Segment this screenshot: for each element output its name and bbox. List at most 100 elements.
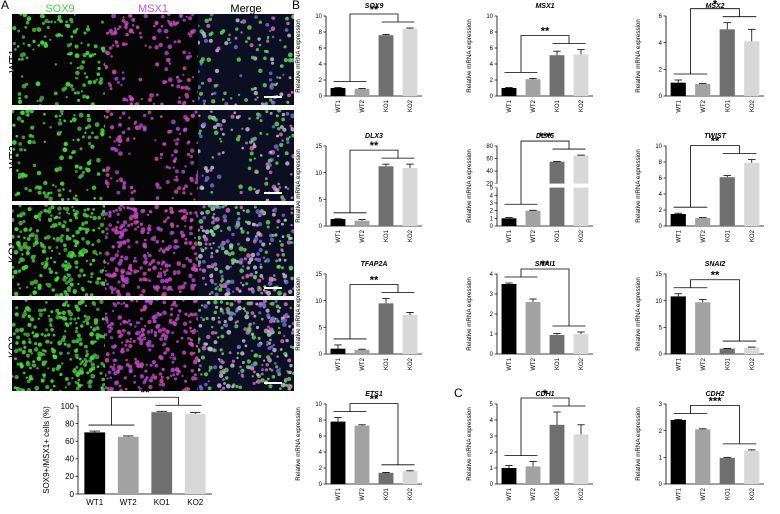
bar-ko2 bbox=[744, 162, 760, 226]
significance-label: *** bbox=[539, 131, 553, 143]
x-tick-label: KO2 bbox=[579, 357, 585, 370]
significance-label: *** bbox=[709, 395, 723, 407]
bar-ko1 bbox=[719, 348, 735, 354]
y-tick-label: 20 bbox=[486, 182, 493, 188]
chart-title: DLX3 bbox=[365, 133, 383, 140]
chart-title: MSX1 bbox=[535, 3, 554, 10]
y-tick-label: 6 bbox=[659, 14, 663, 20]
bar-wt2 bbox=[695, 84, 711, 96]
bar-wt1 bbox=[501, 218, 517, 226]
y-tick-label: 3 bbox=[659, 402, 663, 408]
y-tick-label: 0 bbox=[490, 352, 494, 358]
bar-ko1 bbox=[719, 457, 735, 484]
x-tick-label: KO1 bbox=[555, 229, 561, 242]
significance-bracket bbox=[690, 405, 740, 444]
micrograph-ko1-msx1 bbox=[105, 205, 201, 296]
x-tick-label: WT1 bbox=[676, 99, 682, 112]
y-tick-label: 60 bbox=[486, 157, 493, 163]
micrograph-wt2-sox9 bbox=[12, 110, 108, 201]
bar-wt1 bbox=[84, 432, 106, 494]
chart-tfap2a: TFAP2A 0 5 10 15 Relative mRNA expression WT1 W… bbox=[295, 261, 422, 371]
y-tick-label: 8 bbox=[659, 160, 663, 166]
micrograph-ko2-msx1 bbox=[105, 300, 201, 391]
significance-bracket bbox=[520, 35, 570, 73]
x-tick-label: KO2 bbox=[750, 229, 756, 242]
x-tick-label: WT2 bbox=[701, 229, 707, 242]
row-label-wt1: WT1 bbox=[2, 49, 20, 72]
y-tick-label: 15 bbox=[315, 144, 322, 150]
y-tick-label: 40 bbox=[65, 455, 74, 464]
scale-bar bbox=[264, 287, 282, 289]
significance-bracket bbox=[690, 279, 740, 342]
significance-label: ** bbox=[370, 394, 379, 406]
bar-ko2 bbox=[744, 41, 760, 96]
y-tick-label: 60 bbox=[65, 437, 74, 446]
y-tick-label: 1 bbox=[490, 332, 494, 338]
bar-ko1 bbox=[151, 412, 173, 494]
bar-wt1 bbox=[330, 348, 346, 354]
micrograph-wt1-merge bbox=[198, 14, 294, 105]
y-tick-label: 80 bbox=[65, 419, 74, 428]
bar-wt2 bbox=[695, 429, 711, 484]
bar-wt2 bbox=[354, 425, 370, 484]
y-tick-label: 4 bbox=[490, 62, 494, 68]
scale-bar bbox=[264, 192, 282, 194]
y-tick-label: 4 bbox=[319, 62, 323, 68]
y-tick-label: 5 bbox=[659, 325, 663, 331]
bar-wt2 bbox=[695, 218, 711, 226]
chart-title: CDH2 bbox=[705, 391, 724, 398]
bar-ko2 bbox=[573, 334, 589, 354]
chart-snai2: SNAI2 0 5 10 15 Relative mRNA expression WT1 WT… bbox=[635, 261, 764, 371]
y-tick-label: 4 bbox=[319, 450, 323, 456]
y-tick-label: 4 bbox=[490, 418, 494, 424]
bar-ko1 bbox=[719, 177, 735, 226]
bar-ko2 bbox=[573, 54, 589, 96]
x-tick-label: WT1 bbox=[676, 357, 682, 370]
chart-msx1: MSX1 0 2 4 6 8 10 Relative mRNA expression WT1 WT… bbox=[466, 3, 593, 113]
y-tick-label: 10 bbox=[315, 14, 322, 20]
bar-ko1 bbox=[549, 55, 565, 96]
bar-wt1 bbox=[501, 284, 517, 354]
x-tick-label: WT2 bbox=[701, 357, 707, 370]
y-tick-label: 8 bbox=[490, 30, 494, 36]
x-tick-label: KO2 bbox=[579, 229, 585, 242]
y-tick-label: 8 bbox=[319, 418, 323, 424]
bar-wt1 bbox=[670, 214, 686, 226]
micrograph-ko1-merge bbox=[198, 205, 294, 296]
y-tick-label: 2 bbox=[319, 78, 323, 84]
x-tick-label: WT2 bbox=[360, 487, 366, 500]
y-tick-label: 15 bbox=[655, 272, 662, 278]
y-axis-label: Relative mRNA expression bbox=[635, 19, 642, 93]
x-tick-label: KO1 bbox=[384, 487, 390, 500]
chart-cdh1: CDH1 0 1 2 3 4 5 Relative mRNA expression WT1 WT2… bbox=[466, 388, 593, 501]
x-tick-label: KO1 bbox=[725, 487, 731, 500]
x-tick-label: KO2 bbox=[408, 357, 414, 370]
bar-ko1 bbox=[549, 424, 565, 484]
bar-wt2 bbox=[525, 302, 541, 354]
chart-title: TWIST bbox=[704, 133, 726, 140]
x-tick-label: KO1 bbox=[725, 229, 731, 242]
x-tick-label: WT2 bbox=[120, 498, 137, 507]
bar-wt2 bbox=[354, 349, 370, 354]
significance-label: ** bbox=[541, 26, 550, 38]
bar-ko2 bbox=[573, 434, 589, 484]
bar-ko1 bbox=[719, 29, 735, 96]
y-tick-label: 6 bbox=[319, 46, 323, 52]
chart-title: SOX9 bbox=[365, 3, 384, 10]
significance-label: ** bbox=[140, 385, 150, 399]
y-tick-label: 1 bbox=[490, 216, 494, 222]
bar-ko2 bbox=[402, 471, 418, 484]
scale-bar bbox=[264, 382, 282, 384]
micrograph-wt1-msx1 bbox=[105, 14, 201, 105]
x-tick-label: WT2 bbox=[531, 487, 537, 500]
y-tick-label: 10 bbox=[315, 299, 322, 305]
x-tick-label: KO2 bbox=[750, 357, 756, 370]
y-tick-label: 2 bbox=[659, 429, 663, 435]
x-tick-label: KO2 bbox=[408, 487, 414, 500]
y-tick-label: 6 bbox=[490, 46, 494, 52]
bar-ko2 bbox=[184, 413, 206, 494]
bar-wt1 bbox=[501, 88, 517, 96]
bar-ko1 bbox=[549, 161, 565, 226]
chart-sox9-msx1-cells: 0 20 40 60 80 100 SOX9+/MSX1+ cells (%) WT1 WT2 K… bbox=[42, 385, 212, 507]
micrograph-wt2-msx1 bbox=[105, 110, 201, 201]
